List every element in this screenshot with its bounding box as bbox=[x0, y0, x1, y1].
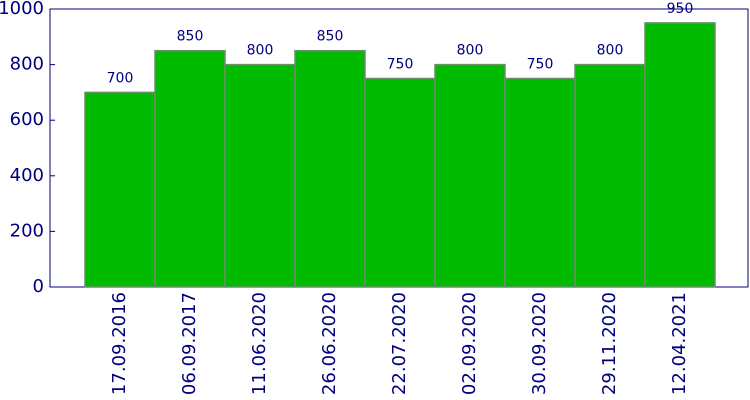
x-tick-label: 22.07.2020 bbox=[389, 292, 410, 395]
value-label: 850 bbox=[177, 29, 204, 45]
bar bbox=[294, 49, 366, 288]
x-tick-label: 06.09.2017 bbox=[179, 292, 200, 395]
x-tick-label: 11.06.2020 bbox=[249, 292, 270, 395]
y-tick-label: 1000 bbox=[0, 0, 44, 19]
x-tick-label: 26.06.2020 bbox=[319, 292, 340, 395]
bar bbox=[574, 63, 646, 288]
bar bbox=[434, 63, 506, 288]
bar bbox=[224, 63, 296, 288]
y-tick-label: 800 bbox=[10, 54, 44, 75]
y-tick-label: 0 bbox=[33, 276, 44, 297]
value-label: 750 bbox=[387, 57, 414, 73]
y-tick-label: 200 bbox=[10, 220, 44, 241]
value-label: 800 bbox=[457, 43, 484, 59]
x-tick-label: 30.09.2020 bbox=[529, 292, 550, 395]
bar bbox=[644, 22, 716, 288]
bar bbox=[504, 77, 576, 288]
x-tick-label: 17.09.2016 bbox=[109, 292, 130, 395]
bar bbox=[364, 77, 436, 288]
value-label: 850 bbox=[317, 29, 344, 45]
value-label: 800 bbox=[597, 43, 624, 59]
y-tick-label: 600 bbox=[10, 109, 44, 130]
bar bbox=[154, 49, 226, 288]
x-tick-label: 12.04.2021 bbox=[669, 292, 690, 395]
value-label: 950 bbox=[667, 1, 694, 17]
y-tick-label: 400 bbox=[10, 165, 44, 186]
value-label: 800 bbox=[247, 43, 274, 59]
value-label: 750 bbox=[527, 57, 554, 73]
x-tick-label: 29.11.2020 bbox=[599, 292, 620, 395]
bar bbox=[84, 91, 156, 288]
x-tick-label: 02.09.2020 bbox=[459, 292, 480, 395]
value-label: 700 bbox=[107, 70, 134, 86]
